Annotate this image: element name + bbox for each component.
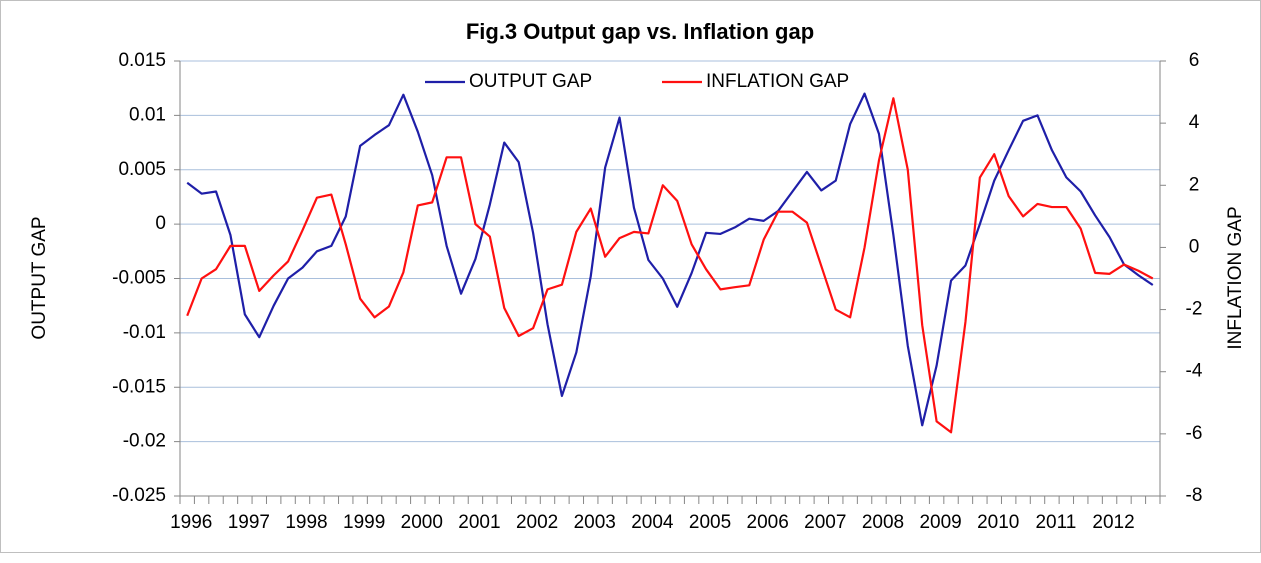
- x-tick-label: 2003: [574, 512, 616, 533]
- y2-tick-label: 4: [1189, 112, 1200, 133]
- x-tick-label: 2012: [1092, 512, 1134, 533]
- y-tick-label: -0.01: [123, 322, 166, 343]
- y2-tick-label: 6: [1189, 50, 1200, 71]
- y2-tick-label: -4: [1186, 361, 1203, 382]
- x-tick-label: 2008: [862, 512, 904, 533]
- chart-title: Fig.3 Output gap vs. Inflation gap: [466, 19, 814, 44]
- y2-tick-label: 2: [1189, 174, 1200, 195]
- y2-tick-label: -6: [1186, 423, 1203, 444]
- x-tick-label: 2005: [689, 512, 731, 533]
- x-tick-label: 2009: [919, 512, 961, 533]
- y2-tick-label: -2: [1186, 299, 1203, 320]
- x-tick-label: 2002: [516, 512, 558, 533]
- y-tick-label: 0.01: [129, 104, 166, 125]
- y2-tick-label: 0: [1189, 236, 1200, 257]
- y2-tick-label: -8: [1186, 485, 1203, 506]
- legend-label: OUTPUT GAP: [469, 71, 592, 92]
- x-tick-label: 2010: [977, 512, 1019, 533]
- x-tick-label: 1999: [343, 512, 385, 533]
- x-tick-label: 2006: [747, 512, 789, 533]
- y-tick-label: -0.02: [123, 431, 166, 452]
- y-tick-label: -0.025: [112, 485, 166, 506]
- x-tick-label: 1997: [228, 512, 270, 533]
- x-tick-label: 2007: [804, 512, 846, 533]
- y-tick-label: 0: [155, 213, 166, 234]
- y-axis-label: OUTPUT GAP: [29, 216, 50, 339]
- x-tick-label: 2011: [1035, 512, 1076, 533]
- y2-axis-label: INFLATION GAP: [1225, 206, 1246, 349]
- y-tick-label: 0.005: [118, 159, 166, 180]
- y-tick-label: -0.005: [112, 268, 166, 289]
- x-tick-label: 1998: [285, 512, 327, 533]
- series-line: [186, 92, 1154, 427]
- y-tick-label: 0.015: [118, 50, 166, 71]
- x-tick-label: 2001: [458, 512, 500, 533]
- legend-label: INFLATION GAP: [706, 71, 849, 92]
- y-tick-label: -0.015: [112, 376, 166, 397]
- series-line: [186, 97, 1154, 434]
- x-tick-label: 2000: [401, 512, 443, 533]
- x-tick-label: 1996: [170, 512, 212, 533]
- x-tick-label: 2004: [631, 512, 674, 533]
